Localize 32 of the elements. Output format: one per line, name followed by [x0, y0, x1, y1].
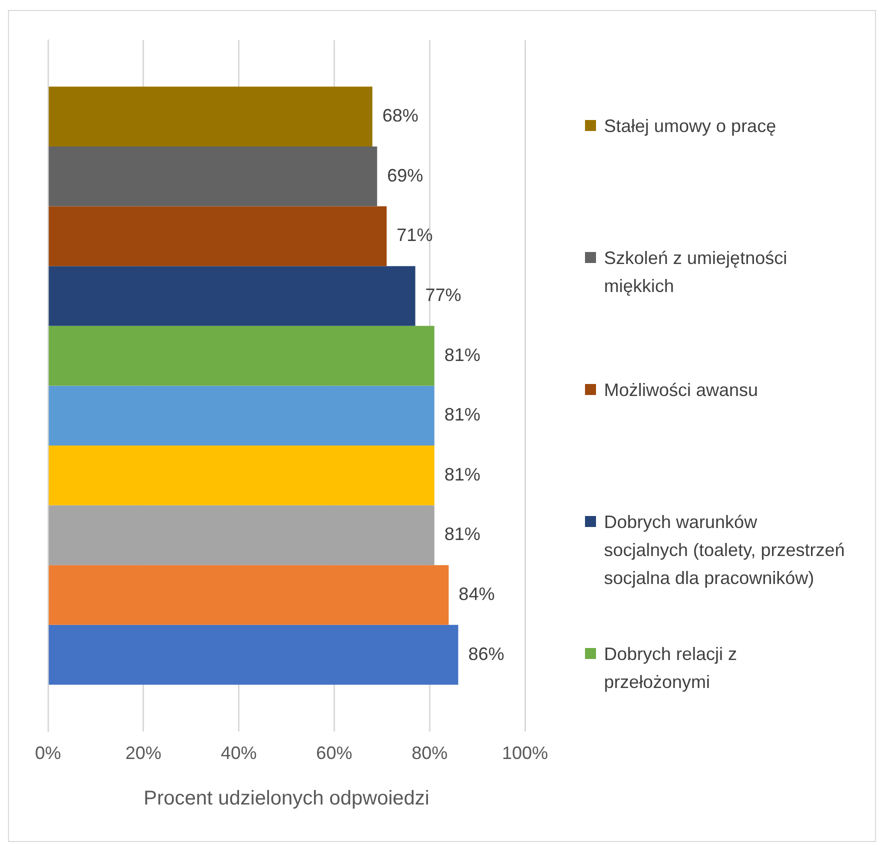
data-label: 69% [387, 165, 424, 186]
data-label: 81% [444, 404, 480, 425]
legend-label: Szkoleń z umiejętności miękkich [604, 247, 788, 298]
data-label: 81% [444, 464, 480, 484]
bar [48, 565, 449, 625]
data-label: 84% [458, 584, 495, 604]
data-label: 81% [444, 524, 480, 544]
x-axis-title: Procent udzielonych odpwoiedzi [144, 788, 430, 810]
bar [48, 146, 378, 206]
legend-label: Dobrych warunków socjalnych (toalety, przestrzeń socjalna dla pracowników) [604, 511, 845, 590]
x-tick-label: 20% [125, 743, 162, 764]
legend-label: Dobrych relacji z przełożonymi [604, 643, 738, 694]
legend-label: Stałej umowy o pracę [604, 115, 776, 138]
bar [48, 326, 434, 386]
bar [48, 266, 416, 326]
x-tick-label: 0% [34, 743, 62, 764]
data-label: 68% [382, 106, 418, 126]
data-label: 71% [396, 225, 433, 246]
bar [48, 624, 458, 685]
legend-label: Możliwości awansu [604, 379, 758, 402]
x-tick-label: 100% [502, 743, 548, 764]
bar [48, 386, 434, 446]
x-tick-label: 40% [220, 743, 257, 764]
bar [48, 86, 372, 146]
data-label: 77% [425, 284, 462, 305]
bar [48, 206, 387, 266]
data-label: 86% [468, 644, 504, 664]
bar [48, 505, 434, 566]
x-tick-label: 80% [412, 743, 448, 764]
data-label: 81% [444, 344, 480, 365]
x-tick-label: 60% [316, 743, 352, 764]
bar [48, 446, 434, 506]
